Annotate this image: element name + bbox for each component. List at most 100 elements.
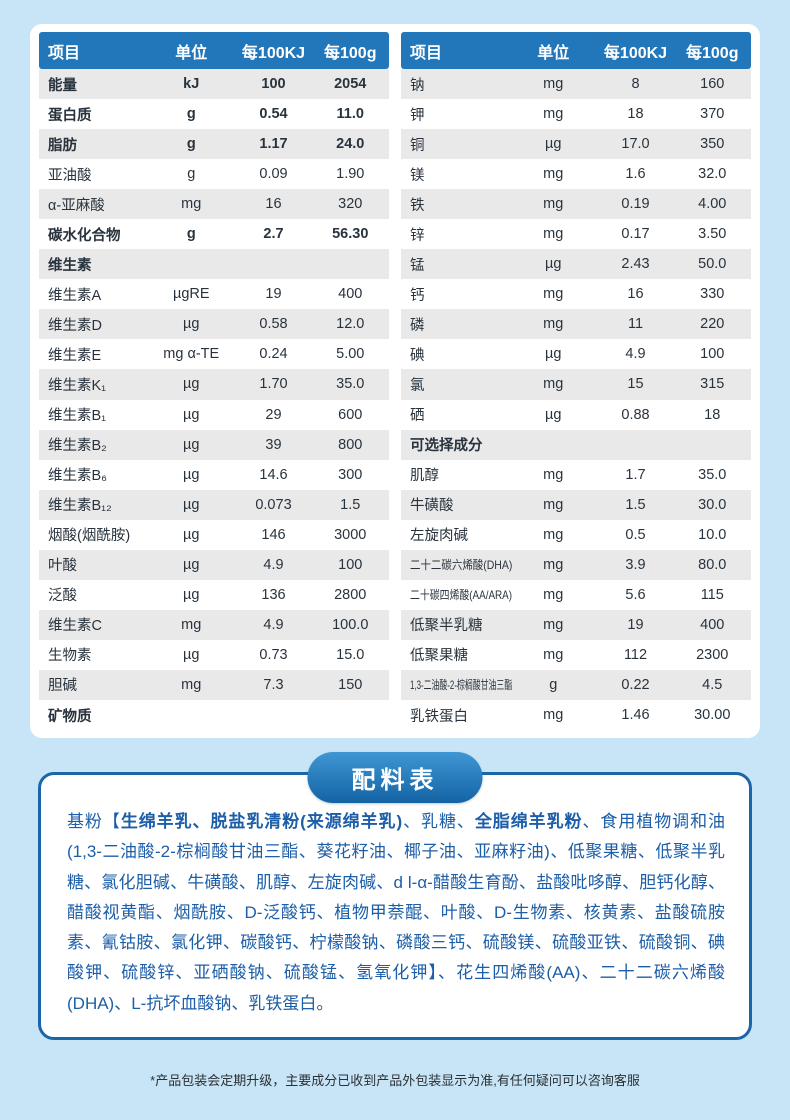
nutrient-name: 镁 [410, 167, 425, 184]
nutrient-unit: µg [545, 406, 562, 423]
value-per-100kj: 0.5 [625, 526, 646, 543]
value-per-100kj: 15 [627, 376, 644, 393]
nutrient-row: 维生素B₁ µg 29 600 [39, 400, 389, 430]
nutrient-unit: µgRE [172, 286, 210, 303]
nutrient-row: 维生素C mg 4.9 100.0 [39, 609, 389, 640]
nutrient-unit: mg [543, 707, 564, 723]
header-per100kj: 每100KJ [603, 44, 668, 62]
value-per-100g: 35.0 [698, 466, 727, 483]
ingredient-segment: 基粉【 [67, 812, 121, 831]
nutrient-row: 维生素K₁ µg 1.70 35.0 [39, 369, 389, 400]
value-per-100g: 5.00 [336, 346, 365, 363]
value-per-100g: 2300 [696, 646, 729, 663]
value-per-100kj: 0.17 [621, 226, 650, 243]
value-per-100g: 370 [700, 106, 725, 123]
header-item: 项目 [410, 44, 443, 62]
value-per-100g: 32.0 [698, 166, 727, 183]
nutrient-unit: mg [543, 376, 564, 393]
nutrient-row: 肌醇 mg 1.7 35.0 [401, 460, 751, 490]
value-per-100kj: 3.9 [625, 556, 646, 573]
nutrient-row: 1,3-二油酸-2-棕榈酸甘油三酯 g 0.22 4.5 [401, 669, 751, 700]
nutrient-name: 钾 [410, 107, 425, 124]
value-per-100g: 10.0 [698, 526, 727, 543]
nutrient-unit: g [187, 166, 196, 183]
nutrient-unit: µg [183, 496, 200, 513]
nutrient-unit: mg [543, 76, 564, 93]
section-header-row: 可选择成分 [401, 429, 751, 460]
nutrient-unit: mg [181, 196, 202, 213]
nutrient-name: 碘 [410, 347, 425, 364]
nutrient-unit: µg [183, 586, 200, 603]
value-per-100g: 800 [338, 436, 363, 453]
nutrient-name: 低聚果糖 [410, 648, 468, 665]
nutrient-name: 生物素 [48, 648, 92, 665]
nutrient-name: 可选择成分 [410, 438, 483, 455]
footer-note: *产品包装会定期升级，主要成分已收到产品外包装显示为准,有任何疑问可以咨询客服 [150, 1073, 640, 1088]
value-per-100kj: 19 [265, 286, 282, 303]
nutrient-name: 钙 [410, 287, 425, 304]
nutrient-unit: mg [181, 616, 202, 633]
value-per-100kj: 1.17 [259, 136, 288, 153]
nutrient-name: 二十碳四烯酸(AA/ARA) [410, 588, 513, 603]
value-per-100g: 115 [700, 586, 724, 603]
value-per-100g: 160 [700, 76, 725, 93]
value-per-100g: 18 [704, 406, 721, 423]
nutrient-row: 铁 mg 0.19 4.00 [401, 189, 751, 220]
nutrient-unit: mg [543, 106, 564, 123]
nutrient-unit: mg [181, 676, 202, 693]
nutrient-row: 叶酸 µg 4.9 100 [39, 549, 389, 580]
value-per-100g: 50.0 [698, 256, 727, 273]
value-per-100kj: 17.0 [621, 136, 650, 153]
header-item: 项目 [48, 44, 81, 62]
nutrient-name: 胆碱 [48, 678, 77, 695]
value-per-100g: 2054 [334, 76, 367, 93]
nutrient-name: 铜 [410, 137, 425, 154]
value-per-100kj: 100 [261, 76, 286, 93]
value-per-100g: 1.5 [340, 496, 361, 513]
nutrient-unit: g [186, 136, 196, 153]
value-per-100g: 15.0 [336, 646, 365, 663]
value-per-100g: 12.0 [336, 316, 365, 333]
value-per-100kj: 0.22 [621, 676, 650, 693]
nutrient-row: 碘 µg 4.9 100 [401, 339, 751, 369]
nutrient-name: 碳水化合物 [48, 227, 121, 244]
nutrient-name: 能量 [48, 77, 77, 94]
value-per-100g: 24.0 [336, 136, 365, 153]
nutrient-name: 低聚半乳糖 [410, 618, 483, 635]
nutrient-row: 低聚半乳糖 mg 19 400 [401, 609, 751, 640]
nutrient-name: 泛酸 [48, 588, 77, 605]
nutrient-unit: µg [183, 466, 200, 483]
value-per-100g: 320 [338, 196, 363, 213]
value-per-100kj: 136 [261, 586, 286, 603]
nutrient-unit: µg [545, 136, 562, 153]
nutrient-name: 维生素B₆ [48, 468, 108, 485]
nutrient-unit: mg [543, 646, 564, 663]
value-per-100g: 1.90 [336, 166, 365, 183]
nutrition-table-panel: 项目 单位 每100KJ 每100g 能量 kJ 100 2054 蛋白质 g 0.54 11.0 脂肪… [30, 24, 760, 738]
value-per-100g: 2800 [334, 586, 367, 603]
nutrient-row: 钙 mg 16 330 [401, 279, 751, 309]
nutrient-name: 脂肪 [48, 137, 77, 154]
value-per-100kj: 18 [627, 106, 644, 123]
nutrient-unit: µg [183, 376, 200, 393]
value-per-100kj: 16 [265, 196, 282, 213]
value-per-100g: 315 [700, 376, 725, 393]
nutrient-row: 生物素 µg 0.73 15.0 [39, 640, 389, 670]
nutrient-name: 铁 [410, 197, 425, 214]
value-per-100g: 4.5 [702, 676, 723, 693]
nutrient-name: 钠 [410, 77, 425, 94]
ingredient-segment-bold: 生绵羊乳、脱盐乳清粉(来源绵羊乳) [120, 812, 403, 831]
nutrient-unit: mg [543, 286, 564, 303]
header-unit: 单位 [175, 44, 208, 62]
nutrient-unit: µg [183, 316, 200, 333]
nutrient-unit: mg [543, 226, 564, 243]
value-per-100kj: 1.5 [625, 496, 646, 513]
nutrient-name: 1,3-二油酸-2-棕榈酸甘油三酯 [410, 678, 513, 693]
nutrient-row: 镁 mg 1.6 32.0 [401, 159, 751, 189]
section-header-row: 矿物质 [39, 700, 389, 730]
value-per-100kj: 14.6 [259, 466, 288, 483]
nutrient-unit: µg [545, 346, 562, 363]
nutrient-row: 脂肪 g 1.17 24.0 [39, 129, 389, 160]
value-per-100g: 100 [700, 346, 725, 363]
value-per-100kj: 0.19 [621, 196, 650, 213]
